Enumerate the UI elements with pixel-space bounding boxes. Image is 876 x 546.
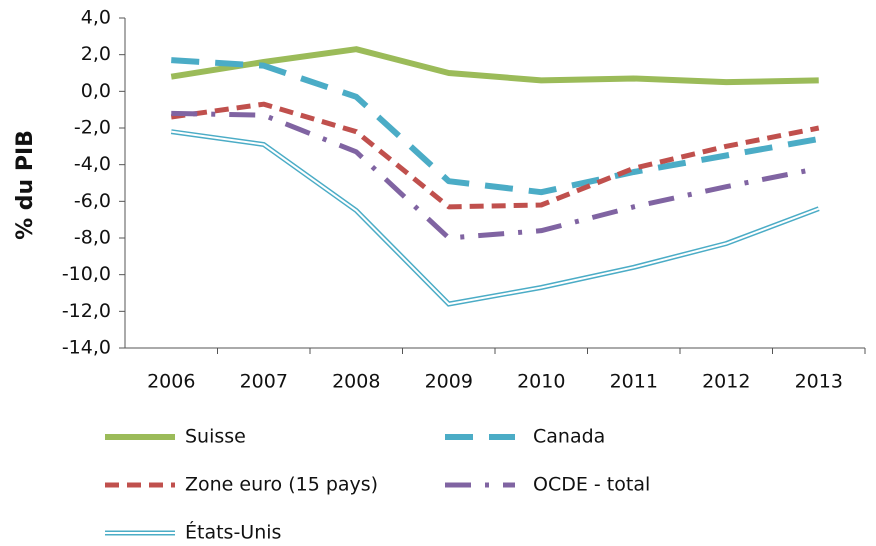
x-tick-label: 2012 <box>702 371 750 393</box>
y-tick-label: -6,0 <box>74 190 111 212</box>
series-line <box>170 101 820 210</box>
y-axis-label: % du PIB <box>13 130 38 240</box>
legend-label: OCDE - total <box>533 474 650 496</box>
legend-label: Canada <box>533 426 605 448</box>
series-line-inner <box>171 130 820 306</box>
y-tick-label: -2,0 <box>74 117 111 139</box>
y-tick-label: -12,0 <box>62 300 111 322</box>
x-tick-label: 2010 <box>517 371 565 393</box>
x-tick-label: 2006 <box>147 371 195 393</box>
series-line <box>170 46 819 86</box>
legend-label: États-Unis <box>185 521 281 544</box>
y-tick-label: -14,0 <box>62 337 111 359</box>
y-tick-label: 4,0 <box>81 7 111 29</box>
y-tick-label: -10,0 <box>62 263 111 285</box>
x-tick-label: 2007 <box>240 371 288 393</box>
x-tick-label: 2013 <box>795 371 843 393</box>
series-line <box>171 110 820 241</box>
legend-label: Zone euro (15 pays) <box>185 474 378 496</box>
legend-label: Suisse <box>185 426 246 448</box>
y-tick-label: 2,0 <box>81 43 111 65</box>
y-tick-label: -4,0 <box>74 153 111 175</box>
series-line <box>171 57 820 196</box>
x-tick-label: 2008 <box>332 371 380 393</box>
y-tick-label: -8,0 <box>74 227 111 249</box>
x-tick-label: 2009 <box>425 371 473 393</box>
x-tick-label: 2011 <box>610 371 658 393</box>
y-tick-label: 0,0 <box>81 80 111 102</box>
